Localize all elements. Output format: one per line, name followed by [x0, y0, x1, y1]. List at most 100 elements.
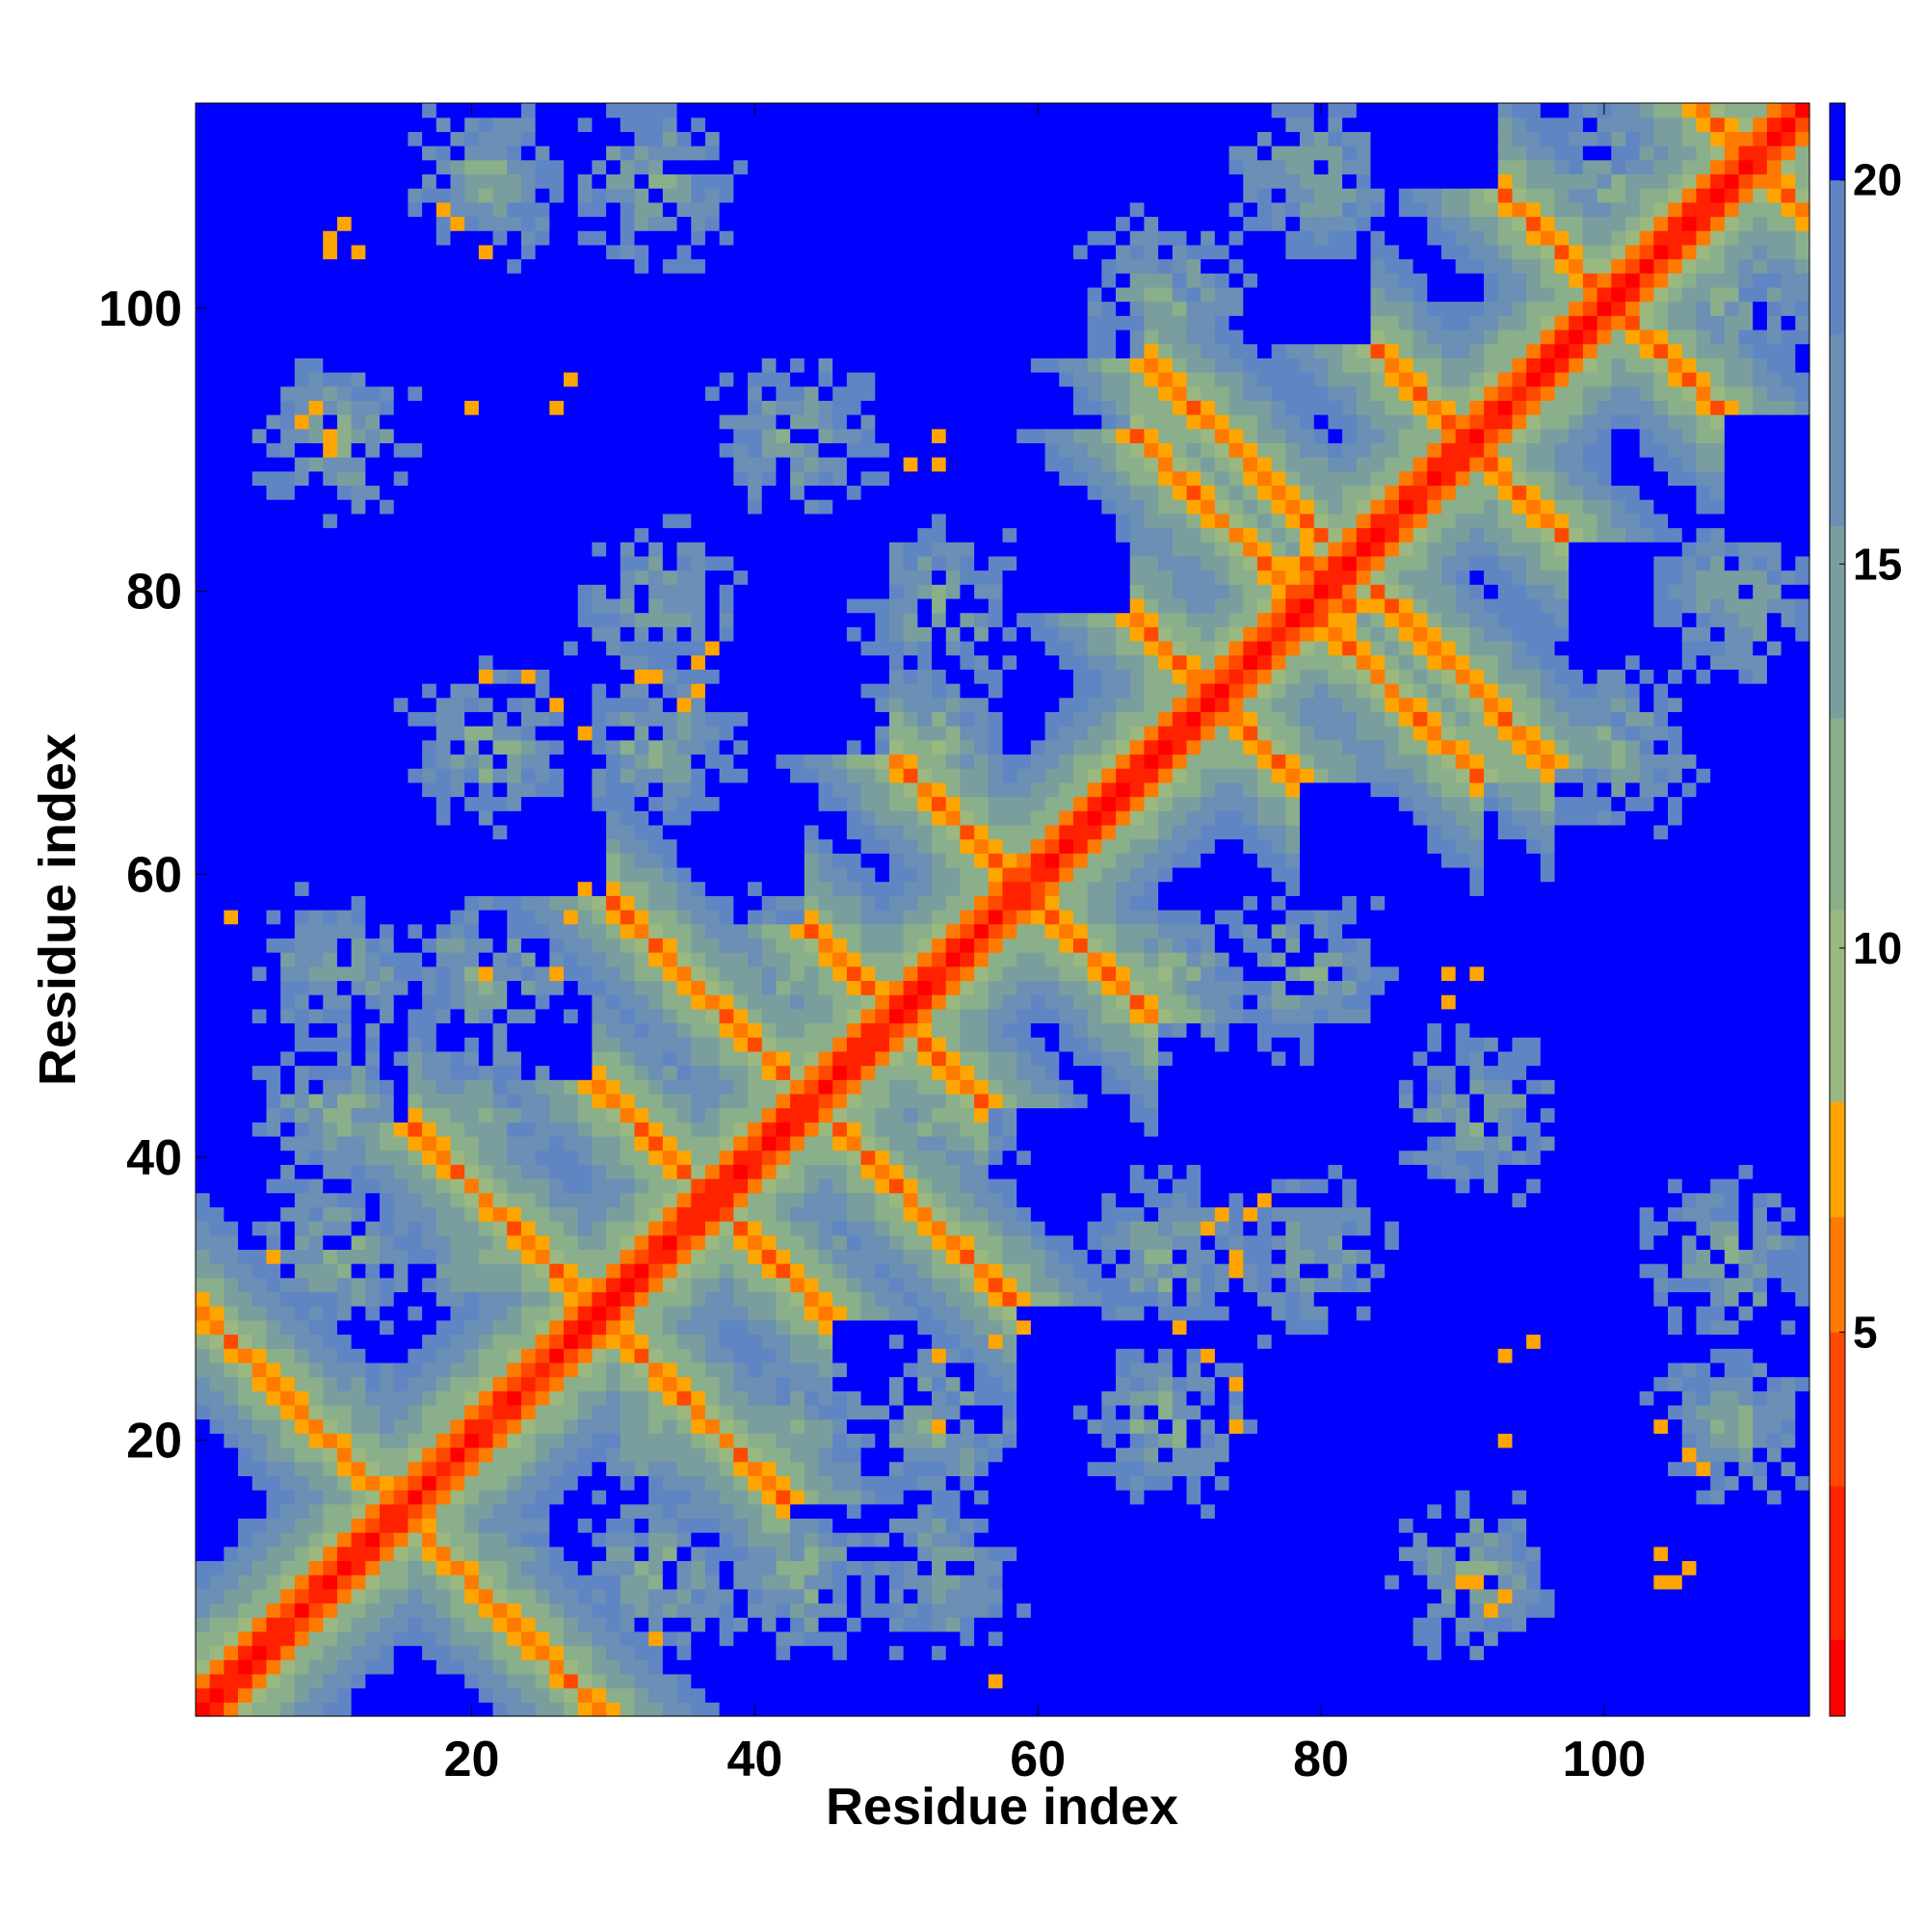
heatmap-cell [634, 683, 649, 699]
heatmap-cell [478, 1008, 494, 1024]
heatmap-cell [464, 910, 480, 925]
heatmap-cell [676, 1249, 692, 1264]
heatmap-cell [748, 697, 763, 713]
heatmap-cell [520, 1673, 537, 1689]
heatmap-cell [280, 357, 296, 373]
heatmap-cell [280, 1461, 296, 1476]
heatmap-cell [577, 301, 593, 316]
heatmap-cell [450, 485, 465, 500]
heatmap-cell [266, 542, 281, 557]
heatmap-cell [804, 824, 820, 840]
heatmap-cell [323, 442, 338, 458]
heatmap-cell [776, 1588, 791, 1604]
heatmap-cell [520, 1079, 537, 1095]
heatmap-cell [464, 1319, 480, 1336]
heatmap-cell [478, 542, 494, 557]
heatmap-cell [422, 470, 437, 487]
heatmap-cell [592, 754, 607, 769]
heatmap-cell [620, 1122, 636, 1137]
heatmap-cell [478, 343, 494, 358]
heatmap-cell [238, 1065, 253, 1080]
heatmap-cell [323, 470, 338, 487]
heatmap-cell [549, 754, 565, 769]
heatmap-cell [662, 923, 678, 939]
heatmap-cell [492, 654, 508, 670]
heatmap-cell [564, 258, 579, 274]
heatmap-cell [761, 188, 778, 203]
heatmap-cell [393, 527, 409, 543]
heatmap-cell [238, 1659, 253, 1675]
heatmap-cell [365, 1192, 381, 1207]
heatmap-cell [535, 824, 550, 840]
heatmap-cell [323, 881, 338, 896]
heatmap-cell [251, 1532, 268, 1548]
heatmap-cell [196, 1277, 211, 1293]
heatmap-cell [606, 1532, 621, 1548]
heatmap-cell [733, 273, 749, 288]
heatmap-cell [492, 669, 508, 684]
heatmap-cell [238, 117, 253, 132]
heatmap-cell [422, 584, 437, 599]
heatmap-cell [422, 626, 437, 642]
heatmap-cell [408, 1334, 423, 1349]
heatmap-cell [549, 838, 565, 854]
heatmap-cell [294, 1022, 310, 1038]
heatmap-cell [804, 1362, 820, 1378]
heatmap-cell [323, 1673, 338, 1689]
heatmap-cell [251, 910, 268, 925]
heatmap-cell [224, 117, 239, 132]
heatmap-cell [478, 654, 494, 670]
heatmap-cell [620, 1447, 636, 1463]
heatmap-cell [733, 641, 749, 656]
heatmap-cell [676, 1164, 692, 1179]
heatmap-cell [351, 683, 366, 699]
heatmap-cell [577, 1079, 593, 1095]
heatmap-cell [393, 273, 409, 288]
heatmap-cell [520, 938, 537, 953]
heatmap-cell [365, 881, 381, 896]
heatmap-cell [351, 159, 366, 175]
heatmap-cell [507, 739, 522, 755]
heatmap-cell [380, 726, 395, 741]
heatmap-cell [365, 513, 381, 529]
heatmap-cell [196, 188, 211, 203]
heatmap-cell [704, 1348, 721, 1363]
heatmap-cell [336, 1135, 353, 1151]
heatmap-cell [577, 470, 593, 487]
heatmap-cell [776, 258, 791, 274]
heatmap-cell [564, 994, 579, 1010]
heatmap-cell [719, 513, 734, 529]
heatmap-cell [308, 1461, 324, 1476]
heatmap-cell [464, 866, 480, 883]
heatmap-cell [308, 1532, 324, 1548]
heatmap-cell [196, 597, 211, 614]
heatmap-cell [577, 1659, 593, 1675]
heatmap-cell [450, 1702, 465, 1717]
heatmap-cell [676, 542, 692, 557]
heatmap-cell [196, 428, 211, 444]
heatmap-cell [308, 131, 324, 146]
heatmap-cell [620, 201, 636, 218]
heatmap-cell [733, 1433, 749, 1448]
heatmap-cell [380, 1418, 395, 1434]
heatmap-cell [280, 273, 296, 288]
heatmap-cell [676, 555, 692, 571]
heatmap-cell [507, 258, 522, 274]
heatmap-cell [464, 1037, 480, 1052]
heatmap-cell [351, 258, 366, 274]
heatmap-cell [308, 1518, 324, 1533]
heatmap-cell [719, 329, 734, 345]
heatmap-cell [704, 1362, 721, 1378]
heatmap-cell [620, 1150, 636, 1165]
heatmap-cell [266, 612, 281, 627]
heatmap-cell [662, 1490, 678, 1505]
heatmap-cell [549, 1150, 565, 1165]
heatmap-cell [365, 612, 381, 627]
heatmap-cell [776, 1334, 791, 1349]
heatmap-cell [592, 1617, 607, 1632]
heatmap-cell [351, 626, 366, 642]
heatmap-cell [648, 584, 664, 599]
heatmap-cell [365, 838, 381, 854]
heatmap-cell [520, 400, 537, 415]
heatmap-cell [408, 146, 423, 161]
